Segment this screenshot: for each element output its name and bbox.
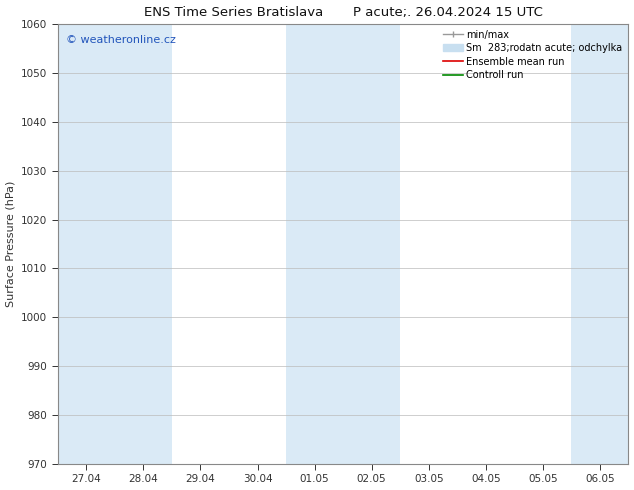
Bar	[115, 24, 172, 464]
Bar	[343, 24, 400, 464]
Title: ENS Time Series Bratislava       P acute;. 26.04.2024 15 UTC: ENS Time Series Bratislava P acute;. 26.…	[144, 5, 543, 19]
Legend: min/max, Sm  283;rodatn acute; odchylka, Ensemble mean run, Controll run: min/max, Sm 283;rodatn acute; odchylka, …	[440, 27, 626, 83]
Text: © weatheronline.cz: © weatheronline.cz	[67, 35, 176, 45]
Y-axis label: Surface Pressure (hPa): Surface Pressure (hPa)	[6, 181, 16, 307]
Bar	[286, 24, 343, 464]
Bar	[571, 24, 628, 464]
Bar	[58, 24, 115, 464]
